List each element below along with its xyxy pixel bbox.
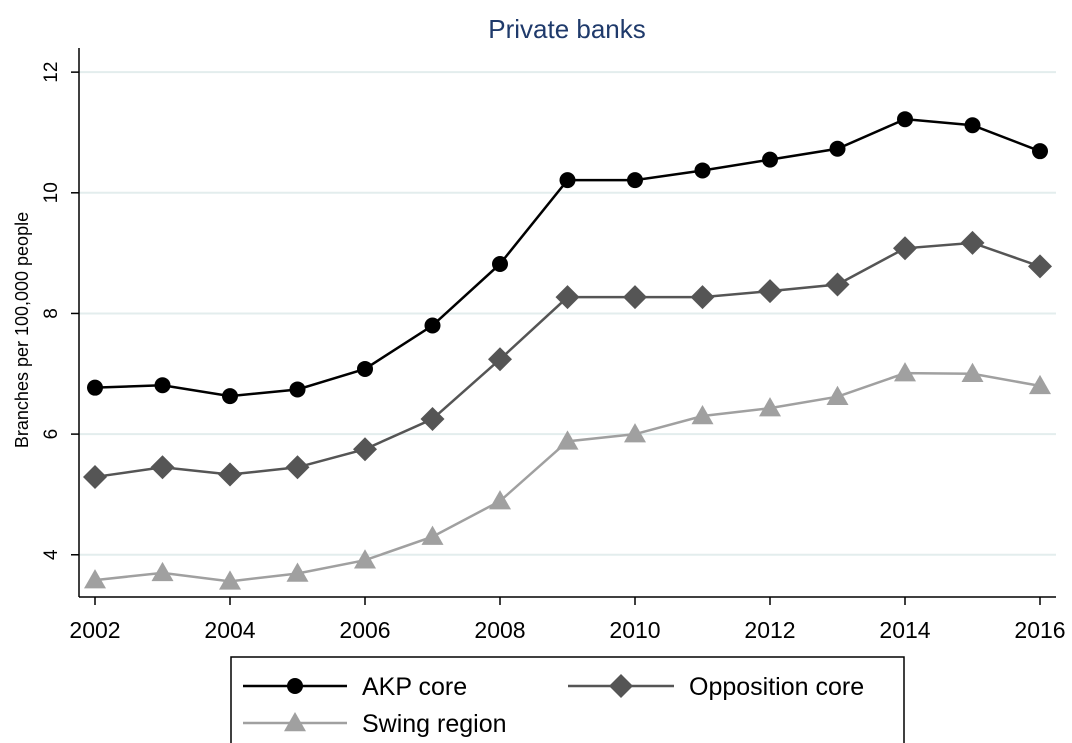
data-point-akp-core-2008 (492, 256, 508, 272)
data-point-opposition-core-2015 (961, 231, 985, 255)
x-tick-label-2004: 2004 (204, 617, 255, 643)
data-point-akp-core-2006 (357, 361, 373, 377)
data-point-opposition-core-2014 (893, 236, 917, 260)
data-point-akp-core-2005 (290, 381, 306, 397)
y-tick-label-6: 6 (41, 429, 62, 440)
x-tick-label-2016: 2016 (1014, 617, 1065, 643)
data-point-swing-region-2007 (422, 526, 444, 545)
series-line-akp-core (95, 119, 1040, 396)
y-tick-label-4: 4 (41, 549, 62, 560)
data-point-swing-region-2014 (894, 362, 916, 381)
x-tick-label-2014: 2014 (879, 617, 930, 643)
y-axis-label: Branches per 100,000 people (12, 212, 32, 448)
data-point-akp-core-2004 (222, 388, 238, 404)
data-point-opposition-core-2013 (826, 272, 850, 296)
data-point-opposition-core-2004 (218, 463, 242, 487)
gridlines (79, 72, 1056, 555)
data-point-opposition-core-2016 (1028, 254, 1052, 278)
data-point-akp-core-2014 (897, 111, 913, 127)
data-point-akp-core-2002 (87, 380, 103, 396)
data-point-opposition-core-2006 (353, 437, 377, 461)
x-tick-label-2012: 2012 (744, 617, 795, 643)
data-point-opposition-core-2005 (286, 455, 310, 479)
data-point-swing-region-2003 (152, 562, 174, 581)
x-tick-label-2002: 2002 (69, 617, 120, 643)
data-point-akp-core-2010 (627, 172, 643, 188)
x-tick-label-2006: 2006 (339, 617, 390, 643)
data-point-akp-core-2003 (155, 377, 171, 393)
data-point-akp-core-2013 (830, 141, 846, 157)
data-point-opposition-core-2002 (83, 465, 107, 489)
legend: AKP core Opposition core Swing region (231, 657, 904, 743)
data-point-akp-core-2007 (425, 318, 441, 334)
data-point-akp-core-2016 (1032, 143, 1048, 159)
series-opposition-core (83, 231, 1052, 489)
data-point-swing-region-2015 (962, 363, 984, 382)
data-point-opposition-core-2003 (151, 455, 175, 479)
series-group (83, 111, 1052, 589)
legend-label-opposition-core: Opposition core (689, 673, 864, 701)
data-point-opposition-core-2011 (691, 285, 715, 309)
legend-label-swing-region: Swing region (362, 710, 507, 738)
x-tick-label-2010: 2010 (609, 617, 660, 643)
axes: 4 6 8 10 12 2002 2004 2006 2008 2010 2012 2014 2016 (41, 48, 1066, 643)
data-point-opposition-core-2012 (758, 279, 782, 303)
chart-title: Private banks (488, 14, 646, 44)
x-tick-label-2008: 2008 (474, 617, 525, 643)
y-tick-label-10: 10 (41, 182, 62, 203)
data-point-opposition-core-2010 (623, 285, 647, 309)
legend-label-akp-core: AKP core (362, 673, 467, 701)
y-tick-label-8: 8 (41, 308, 62, 319)
legend-marker-akp-core (287, 678, 303, 694)
data-point-akp-core-2009 (560, 172, 576, 188)
data-point-akp-core-2012 (762, 152, 778, 168)
data-point-akp-core-2011 (695, 162, 711, 178)
data-point-akp-core-2015 (965, 117, 981, 133)
y-tick-label-12: 12 (41, 62, 62, 83)
